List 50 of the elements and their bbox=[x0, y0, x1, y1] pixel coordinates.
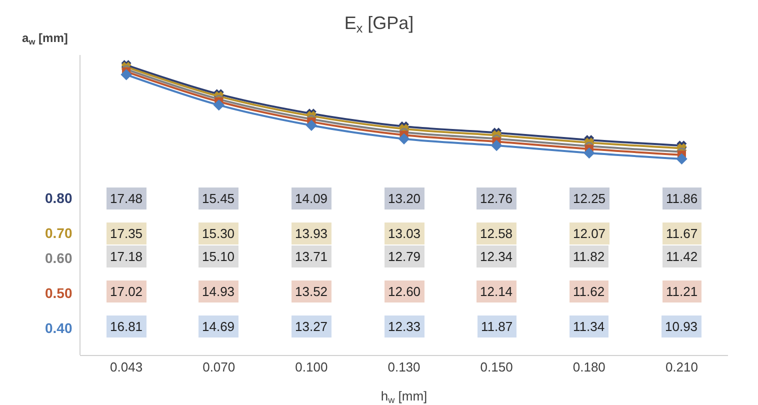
data-label: 13.03 bbox=[388, 226, 421, 241]
data-label: 12.25 bbox=[573, 191, 606, 206]
data-label: 15.10 bbox=[202, 249, 235, 264]
text: 0.50 bbox=[45, 285, 72, 301]
data-label: 11.86 bbox=[666, 191, 698, 206]
data-label: 17.35 bbox=[110, 226, 143, 241]
x-tick-label: 0.150 bbox=[480, 360, 513, 375]
text: 0.80 bbox=[45, 190, 72, 206]
data-label: 12.76 bbox=[480, 191, 513, 206]
data-label: 15.30 bbox=[202, 226, 235, 241]
data-label: 12.58 bbox=[480, 226, 513, 241]
x-tick-label: 0.070 bbox=[202, 360, 236, 375]
data-label: 13.93 bbox=[295, 226, 328, 241]
x-tick-label: 0.043 bbox=[110, 360, 143, 375]
data-label: 11.34 bbox=[573, 319, 605, 334]
data-label: 11.62 bbox=[573, 284, 605, 299]
data-label: 17.48 bbox=[110, 191, 143, 206]
x-tick-label: 0.130 bbox=[388, 360, 420, 375]
data-label: 11.82 bbox=[573, 249, 605, 264]
data-label: 12.07 bbox=[573, 226, 606, 241]
data-label: 13.20 bbox=[388, 191, 421, 206]
data-label: 11.42 bbox=[666, 249, 698, 264]
data-label: 16.81 bbox=[110, 319, 143, 334]
x-tick-label: 0.100 bbox=[295, 360, 328, 375]
data-label: 12.60 bbox=[388, 284, 421, 299]
x-tick-label: 0.210 bbox=[665, 360, 698, 375]
data-label: 13.27 bbox=[295, 319, 328, 334]
data-label: 12.33 bbox=[388, 319, 421, 334]
data-label: 11.87 bbox=[481, 319, 513, 334]
data-label: 15.45 bbox=[202, 191, 235, 206]
data-label: 12.34 bbox=[480, 249, 513, 264]
text: 0.60 bbox=[45, 250, 72, 266]
data-label: 12.14 bbox=[480, 284, 513, 299]
data-label: 12.79 bbox=[388, 249, 421, 264]
data-label: 10.93 bbox=[665, 319, 698, 334]
y-axis-title: a$_{w}$ [mm] bbox=[22, 31, 68, 47]
x-tick-label: 0.180 bbox=[572, 360, 606, 375]
chart-title: E$_{x}$ [GPa] bbox=[344, 12, 414, 36]
x-axis-title: h$_{w}$ [mm] bbox=[380, 388, 428, 405]
data-label: 11.67 bbox=[666, 226, 698, 241]
data-label: 14.09 bbox=[295, 191, 328, 206]
data-label: 11.21 bbox=[666, 284, 698, 299]
data-label: 17.02 bbox=[110, 284, 143, 299]
text: 0.40 bbox=[45, 320, 72, 336]
data-label: 13.52 bbox=[295, 284, 328, 299]
data-label: 14.93 bbox=[202, 284, 235, 299]
data-label: 13.71 bbox=[295, 249, 328, 264]
data-label: 17.18 bbox=[110, 249, 143, 264]
data-label: 14.69 bbox=[202, 319, 235, 334]
text: 0.70 bbox=[45, 225, 72, 241]
